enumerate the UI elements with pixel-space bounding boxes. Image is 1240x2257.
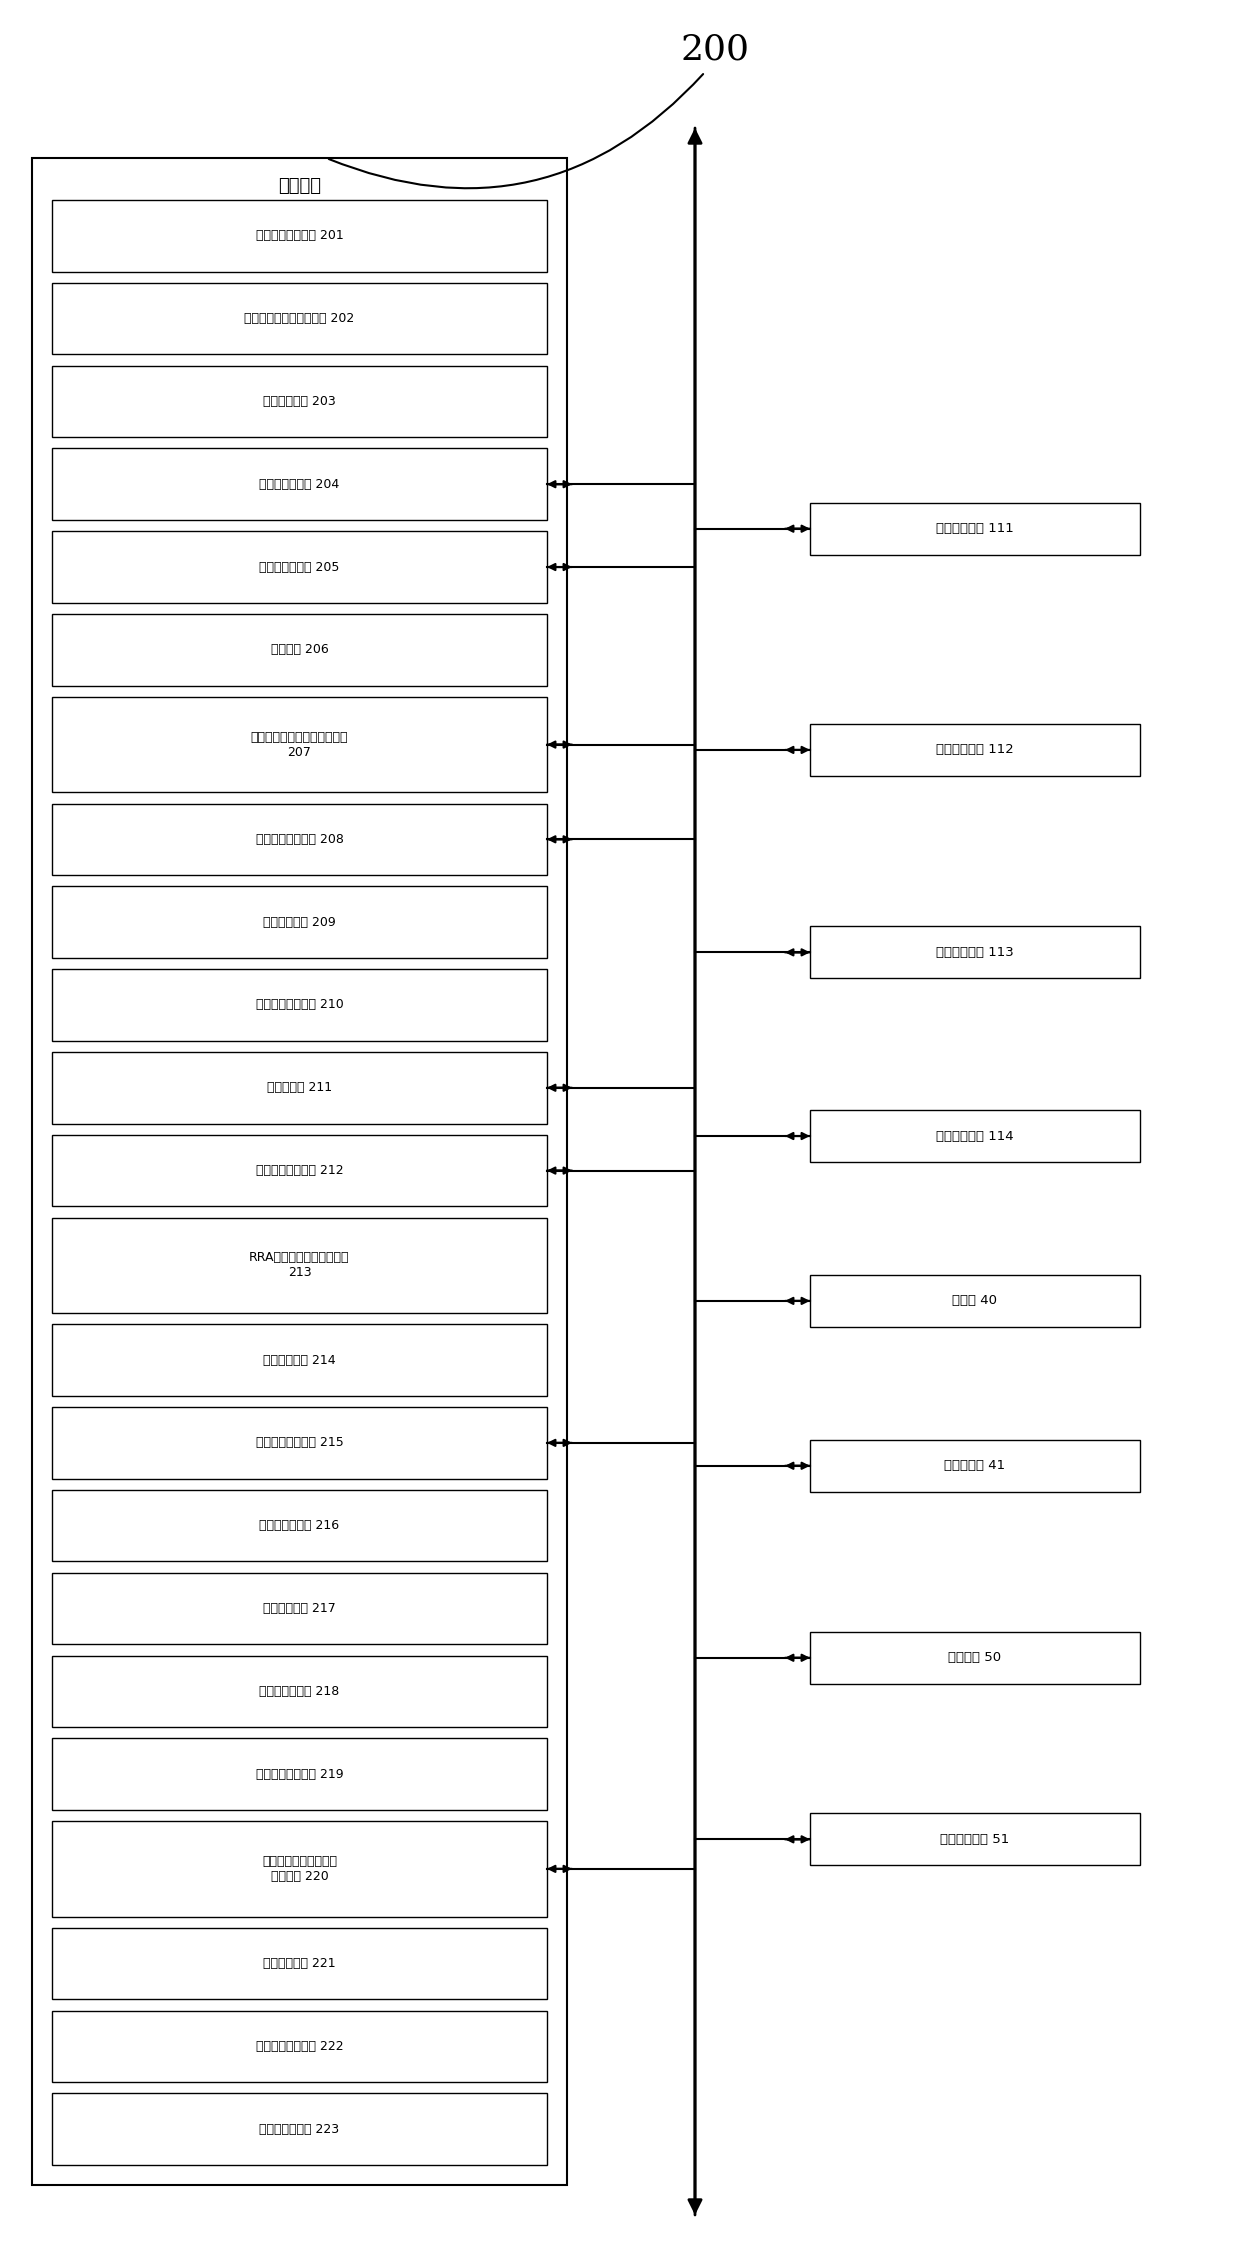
Text: RRA自动补给信号采集模块
213: RRA自动补给信号采集模块 213 (249, 1250, 350, 1280)
Bar (52, 968, 547, 1040)
Bar (52, 1135, 547, 1205)
Bar (52, 1573, 547, 1645)
Text: 第五判断模块 221: 第五判断模块 221 (263, 1957, 336, 1970)
Text: 第四压力开关 114: 第四压力开关 114 (936, 1128, 1014, 1142)
Text: 第二压力开关 112: 第二压力开关 112 (936, 743, 1014, 756)
Bar (52, 1738, 547, 1810)
Text: 启动上充泵模块 204: 启动上充泵模块 204 (259, 478, 340, 490)
Bar (52, 1490, 547, 1562)
Text: 上充泵启动指令采集模块 202: 上充泵启动指令采集模块 202 (244, 311, 355, 325)
Text: 第二判断模块 209: 第二判断模块 209 (263, 916, 336, 928)
Bar (810, 1812, 1140, 1864)
Text: 上充泵开关 41: 上充泵开关 41 (945, 1460, 1006, 1472)
Bar (810, 1110, 1140, 1162)
Bar (810, 503, 1140, 555)
Text: 第四判断模块 217: 第四判断模块 217 (263, 1602, 336, 1616)
Bar (52, 614, 547, 686)
Text: 第二前延时模块 216: 第二前延时模块 216 (259, 1519, 340, 1533)
Bar (810, 925, 1140, 977)
Bar (52, 803, 547, 876)
Text: 第二信号采集模块 208: 第二信号采集模块 208 (255, 833, 343, 846)
Text: 辅助油泵启动状态信号
采集模块 220: 辅助油泵启动状态信号 采集模块 220 (262, 1855, 337, 1882)
Text: 辅助油泵开关 51: 辅助油泵开关 51 (940, 1833, 1009, 1846)
Text: 上充泵启动状态信号采集模块
207: 上充泵启动状态信号采集模块 207 (250, 731, 348, 758)
Text: 上充泵 40: 上充泵 40 (952, 1296, 997, 1307)
Text: 启动辅助油泵模块 215: 启动辅助油泵模块 215 (255, 1435, 343, 1449)
Text: 第三判断模块 214: 第三判断模块 214 (263, 1354, 336, 1365)
Text: 脉冲模块 206: 脉冲模块 206 (270, 643, 329, 657)
Text: 报警信号发送模块 222: 报警信号发送模块 222 (255, 2040, 343, 2054)
Text: 第三信号采集模块 212: 第三信号采集模块 212 (255, 1165, 343, 1178)
Bar (810, 1275, 1140, 1327)
Text: 后延时模块 211: 后延时模块 211 (267, 1081, 332, 1095)
Bar (52, 1927, 547, 2000)
Text: 主控制器: 主控制器 (278, 176, 321, 194)
Bar (52, 1052, 547, 1124)
Bar (32, 158, 567, 2185)
Text: 200: 200 (681, 34, 749, 68)
Bar (52, 282, 547, 354)
Bar (810, 1440, 1140, 1492)
Text: 第一压力开关 111: 第一压力开关 111 (936, 521, 1014, 535)
Text: 辅助油泵 50: 辅助油泵 50 (949, 1652, 1002, 1663)
Text: 第一前延时模块 205: 第一前延时模块 205 (259, 560, 340, 573)
Bar (810, 724, 1140, 776)
Bar (52, 2011, 547, 2083)
Bar (52, 1657, 547, 1727)
Text: 第三压力开关 113: 第三压力开关 113 (936, 946, 1014, 959)
Bar (52, 449, 547, 519)
Bar (810, 1632, 1140, 1684)
Text: 停运上充泵模块 218: 停运上充泵模块 218 (259, 1684, 340, 1697)
Bar (52, 366, 547, 438)
Bar (52, 2094, 547, 2164)
Text: 第一判断模块 203: 第一判断模块 203 (263, 395, 336, 409)
Text: 第一信号采集模块 201: 第一信号采集模块 201 (255, 230, 343, 241)
Bar (52, 697, 547, 792)
Bar (52, 530, 547, 603)
Bar (52, 1821, 547, 1916)
Text: 第三前延时模块 223: 第三前延时模块 223 (259, 2124, 340, 2135)
Bar (52, 1217, 547, 1314)
Bar (52, 887, 547, 957)
Text: 停运辅助油泵模块 210: 停运辅助油泵模块 210 (255, 998, 343, 1011)
Bar (52, 1406, 547, 1478)
Text: 第四信号采集模块 219: 第四信号采集模块 219 (255, 1767, 343, 1781)
Bar (52, 1325, 547, 1395)
Bar (52, 201, 547, 271)
